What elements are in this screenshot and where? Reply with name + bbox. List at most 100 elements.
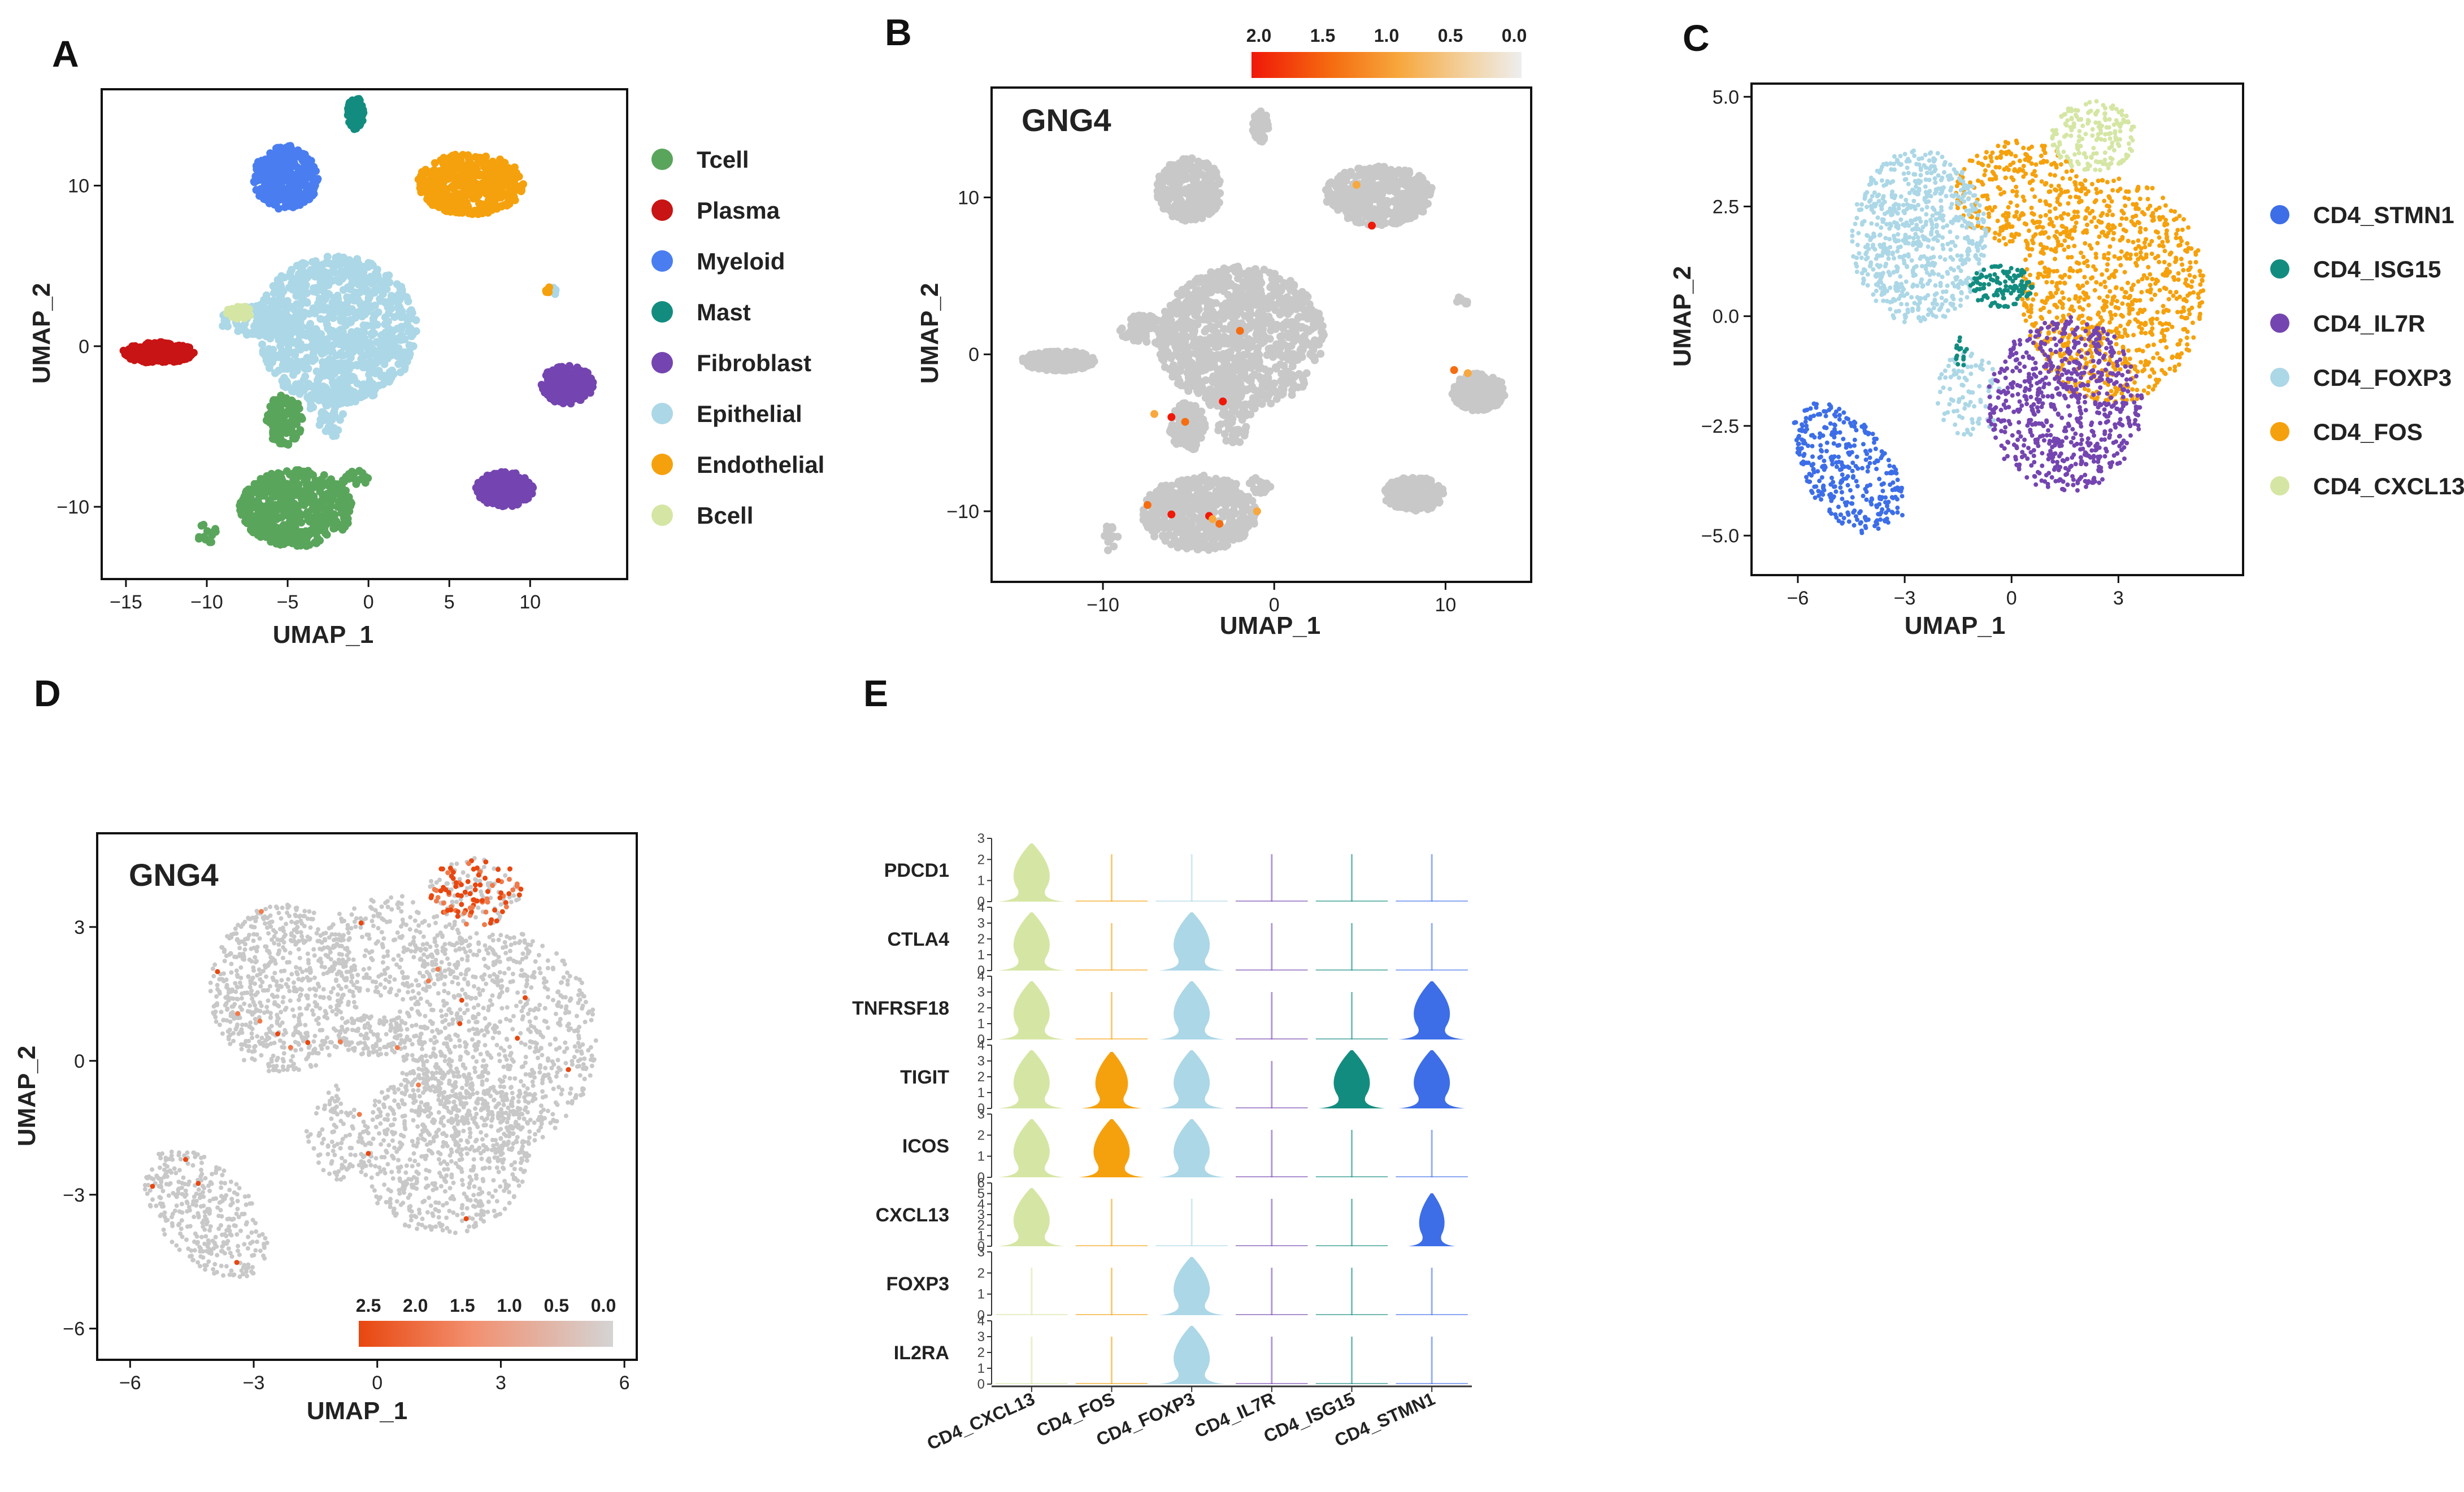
umap-point: [297, 528, 306, 536]
umap-point: [1295, 312, 1303, 321]
umap-point: [271, 493, 279, 501]
panel-a-xtick-label: 5: [444, 591, 455, 613]
umap-point: [1185, 301, 1194, 309]
umap-point: [1290, 281, 1298, 289]
umap-point: [333, 292, 342, 300]
umap-point: [321, 427, 330, 436]
umap-point: [280, 158, 289, 166]
umap-point: [301, 475, 310, 483]
umap-point: [282, 429, 290, 437]
umap-point: [1161, 363, 1169, 371]
umap-point: [497, 468, 506, 476]
umap-point: [259, 347, 267, 355]
umap-point: [309, 284, 318, 293]
umap-point: [1174, 351, 1182, 360]
umap-point: [1250, 518, 1258, 527]
umap-point: [504, 473, 512, 481]
umap-point: [282, 394, 290, 402]
umap-point: [1202, 325, 1211, 333]
umap-point: [1139, 510, 1148, 519]
umap-point: [336, 390, 345, 398]
panel-label-e: E: [863, 672, 888, 714]
umap-point: [1310, 316, 1318, 325]
umap-point: [1276, 310, 1284, 319]
umap-point: [311, 515, 320, 523]
umap-point: [340, 351, 348, 359]
umap-point: [1266, 334, 1274, 343]
umap-point: [486, 189, 494, 197]
umap-point: [1182, 317, 1190, 326]
umap-point: [364, 286, 372, 295]
umap-point: [568, 382, 576, 390]
umap-point: [1207, 386, 1216, 395]
umap-point: [375, 340, 384, 348]
umap-point: [315, 373, 324, 381]
umap-point: [286, 357, 294, 366]
umap-point: [323, 401, 332, 410]
umap-point: [276, 434, 285, 443]
umap-point: [1316, 350, 1325, 358]
umap-point: [288, 387, 296, 395]
umap-point: [336, 489, 344, 497]
umap-point: [1124, 330, 1132, 339]
umap-point: [1250, 357, 1259, 366]
umap-point: [244, 485, 253, 494]
umap-point: [1169, 361, 1177, 369]
umap-point: [352, 480, 360, 488]
umap-point: [273, 513, 282, 521]
umap-point: [496, 160, 504, 169]
umap-point: [1191, 402, 1200, 411]
umap-point: [393, 280, 401, 288]
panel-a-xtick-label: 0: [363, 591, 374, 613]
umap-point: [119, 346, 128, 355]
umap-point: [450, 202, 458, 211]
umap-point: [306, 320, 315, 328]
umap-point: [401, 363, 409, 371]
umap-point: [1238, 416, 1246, 424]
umap-point: [131, 356, 138, 364]
umap-point: [314, 390, 321, 399]
umap-point: [1193, 301, 1202, 309]
umap-point: [1116, 327, 1124, 335]
umap-point: [1224, 291, 1232, 299]
umap-point: [441, 166, 449, 174]
umap-point: [329, 410, 338, 418]
umap-point: [311, 257, 320, 266]
panel-a-xtick-label: −10: [190, 591, 223, 613]
umap-point: [373, 320, 381, 329]
umap-point: [291, 348, 299, 356]
umap-point: [259, 164, 268, 173]
umap-point: [292, 180, 301, 188]
umap-point: [1232, 486, 1240, 495]
umap-point: [335, 327, 344, 334]
umap-point: [336, 305, 345, 313]
umap-point: [355, 108, 363, 116]
umap-point: [377, 331, 385, 340]
umap-point: [1231, 282, 1239, 291]
panel-a-ytick-label: 0: [79, 336, 89, 358]
umap-point: [271, 480, 280, 489]
umap-point: [1266, 380, 1275, 388]
umap-point: [266, 418, 274, 427]
umap-point: [384, 324, 393, 333]
umap-point: [275, 367, 283, 375]
umap-point: [1276, 351, 1284, 359]
umap-point: [1210, 271, 1219, 279]
umap-point: [1222, 358, 1231, 367]
umap-point: [311, 339, 319, 347]
panel-label-b: B: [885, 11, 912, 53]
umap-point: [336, 359, 345, 367]
umap-point: [448, 151, 457, 160]
umap-point: [1203, 301, 1212, 310]
umap-point: [497, 193, 505, 202]
umap-point: [395, 335, 403, 343]
umap-point: [405, 353, 414, 361]
umap-point: [175, 357, 184, 365]
umap-point: [301, 308, 308, 317]
umap-point: [309, 183, 318, 192]
umap-point: [373, 266, 381, 274]
umap-point: [551, 397, 559, 406]
umap-point: [314, 527, 322, 535]
umap-point: [338, 476, 347, 485]
